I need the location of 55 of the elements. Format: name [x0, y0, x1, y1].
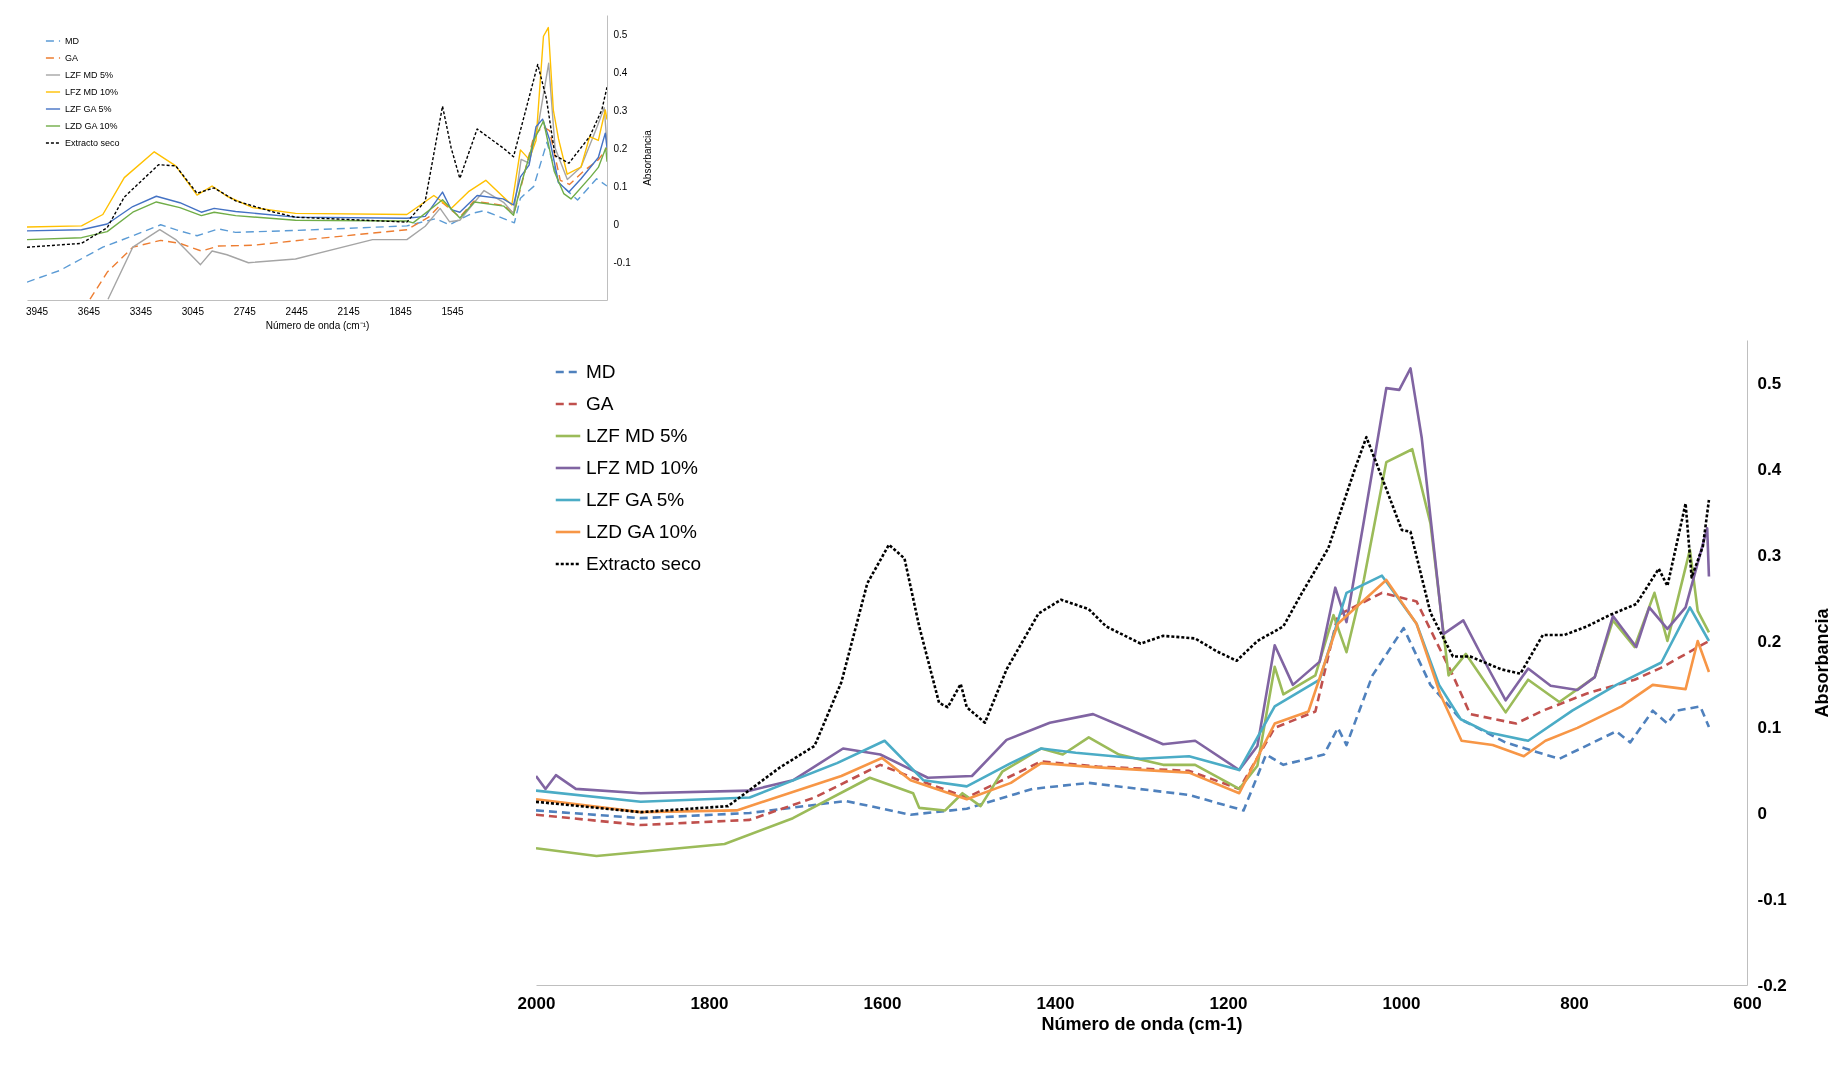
legend-label: GA — [65, 53, 79, 63]
legend-label: Extracto seco — [65, 138, 120, 148]
x-tick-label: 3645 — [77, 305, 101, 317]
y-axis-title: Absorbancia — [1811, 607, 1832, 718]
y-tick-label: 0.5 — [613, 28, 628, 40]
x-tick-label: 3945 — [25, 305, 49, 317]
line-series — [27, 141, 607, 283]
legend-label: LFZ MD 10% — [65, 87, 119, 97]
y-tick-label: -0.1 — [613, 256, 632, 268]
x-tick-label: 1000 — [1382, 993, 1421, 1013]
legend-label: MD — [65, 36, 80, 46]
line-series — [27, 26, 607, 228]
x-tick-label: 1400 — [1036, 993, 1075, 1013]
y-tick-label: 0 — [613, 218, 620, 230]
legend-label: LZD GA 10% — [586, 521, 697, 542]
y-tick-label: -0.1 — [1757, 889, 1787, 909]
y-tick-label: 0.4 — [613, 66, 628, 78]
y-tick-label: 0.1 — [1757, 717, 1782, 737]
line-series — [27, 63, 607, 248]
legend-label: GA — [586, 393, 614, 414]
legend-label: LZF GA 5% — [586, 489, 685, 510]
y-tick-label: 0.1 — [613, 180, 628, 192]
line-series — [536, 367, 1711, 795]
legend-label: LFZ MD 10% — [586, 457, 699, 478]
legend-label: LZF MD 5% — [586, 425, 688, 446]
x-tick-label: 2445 — [285, 305, 309, 317]
x-tick-label: 2145 — [337, 305, 361, 317]
x-tick-label: 600 — [1733, 993, 1762, 1013]
legend-label: LZD GA 10% — [65, 121, 118, 131]
x-tick-label: 1845 — [389, 305, 413, 317]
y-tick-label: -0.2 — [1757, 975, 1787, 995]
y-tick-label: 0.2 — [613, 142, 628, 154]
x-tick-label: 3345 — [129, 305, 153, 317]
y-tick-label: 0 — [1757, 803, 1767, 823]
y-tick-label: 0.3 — [1757, 545, 1782, 565]
legend-label: MD — [586, 361, 616, 382]
x-axis-title: Número de onda (cm-1) — [1041, 1013, 1243, 1034]
x-tick-label: 3045 — [181, 305, 205, 317]
x-tick-label: 800 — [1560, 993, 1589, 1013]
x-tick-label: 1600 — [863, 993, 902, 1013]
x-tick-label: 2745 — [233, 305, 257, 317]
y-axis-title: Absorbancia — [641, 129, 653, 186]
x-tick-label: 2000 — [517, 993, 556, 1013]
x-tick-label: 1545 — [441, 305, 465, 317]
y-tick-label: 0.2 — [1757, 631, 1782, 651]
y-tick-label: 0.5 — [1757, 373, 1782, 393]
x-tick-label: 1800 — [690, 993, 729, 1013]
line-series — [536, 626, 1711, 820]
y-tick-label: 0.4 — [1757, 459, 1782, 479]
y-tick-label: 0.3 — [613, 104, 628, 116]
x-axis-title: Número de onda (cm⁻¹) — [265, 319, 370, 331]
legend-label: LZF GA 5% — [65, 104, 112, 114]
legend-label: LZF MD 5% — [65, 70, 114, 80]
legend-label: Extracto seco — [586, 553, 702, 574]
x-tick-label: 1200 — [1209, 993, 1248, 1013]
